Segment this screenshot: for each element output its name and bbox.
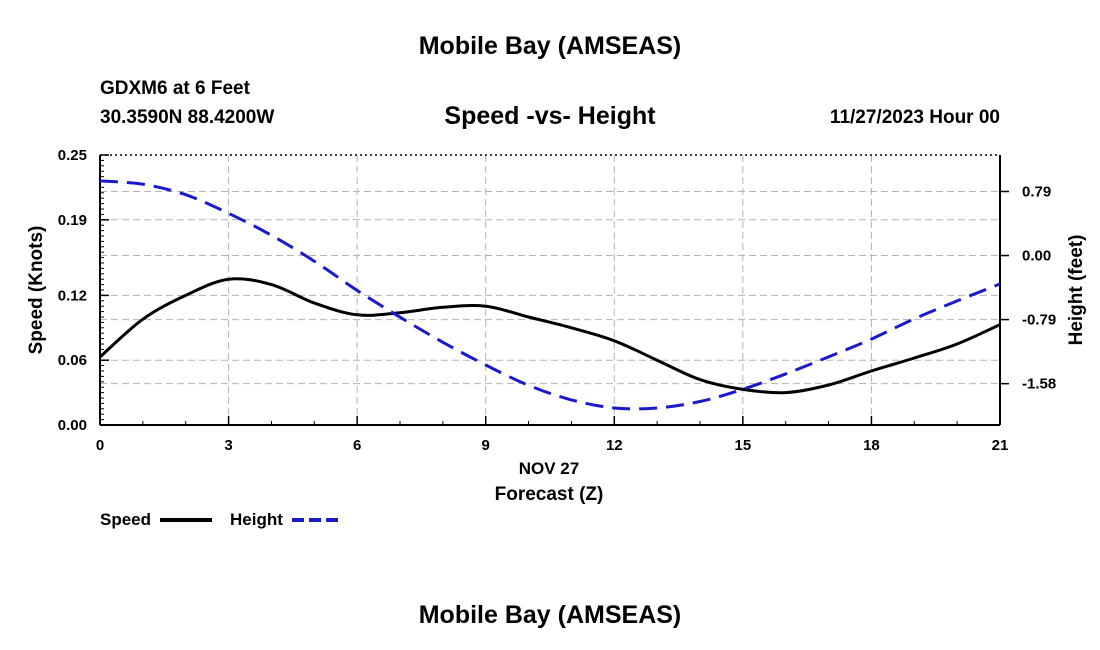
y-right-tick-label: 0.00	[1022, 248, 1051, 265]
x-tick-label: 0	[96, 437, 104, 454]
y-right-tick-label: -1.58	[1022, 376, 1056, 393]
minor-ticks	[99, 154, 1001, 426]
plot-border	[99, 154, 1001, 426]
speed-series-line	[99, 277, 1001, 395]
y-right-tick-label: -0.79	[1022, 312, 1056, 329]
x-tick-label: 15	[735, 437, 752, 454]
y-right-tick-label: 0.79	[1022, 183, 1051, 200]
y-left-tick-label: 0.00	[58, 417, 87, 434]
x-tick-label: 12	[606, 437, 623, 454]
page-title-repeat: Mobile Bay (AMSEAS)	[418, 601, 682, 629]
y-left-tick-label: 0.25	[58, 147, 87, 164]
chart-title: Speed -vs- Height	[444, 102, 656, 130]
x-date-label: NOV 27	[519, 459, 579, 478]
legend: Speed Height	[100, 510, 342, 529]
y-left-tick-label: 0.19	[58, 212, 87, 229]
datetime-label: 11/27/2023 Hour 00	[829, 107, 1000, 128]
y-right-axis-title: Height (feet)	[1066, 235, 1087, 346]
grid-lines	[100, 155, 1000, 425]
x-tick-label: 6	[353, 437, 361, 454]
coordinates-label: 30.3590N 88.4200W	[100, 107, 275, 128]
x-tick-label: 3	[224, 437, 232, 454]
x-axis-ticks: 0 3 6 9 12 15 18 21	[96, 416, 1009, 454]
x-tick-label: 18	[863, 437, 880, 454]
y-left-tick-label: 0.12	[58, 287, 87, 304]
y-right-axis-ticks: -1.58 -0.79 0.00 0.79	[1000, 183, 1056, 393]
legend-label-speed: Speed	[100, 510, 151, 529]
y-left-axis-ticks: 0.00 0.06 0.12 0.19 0.25	[58, 147, 109, 434]
station-label: GDXM6 at 6 Feet	[100, 78, 250, 99]
speed-height-chart: 0 3 6 9 12 15 18 21 0.000.060.120.190.25 -1.58-…	[26, 147, 1087, 529]
page-title: Mobile Bay (AMSEAS)	[418, 32, 682, 60]
x-tick-label: 21	[992, 437, 1009, 454]
x-tick-label: 9	[482, 437, 490, 454]
series-layer	[99, 179, 1001, 411]
y-left-axis-title: Speed (Knots)	[26, 226, 47, 355]
height-series-line	[99, 179, 1001, 411]
x-axis-title: Forecast (Z)	[495, 484, 604, 505]
legend-label-height: Height	[230, 510, 283, 529]
y-left-tick-label: 0.06	[58, 352, 87, 369]
